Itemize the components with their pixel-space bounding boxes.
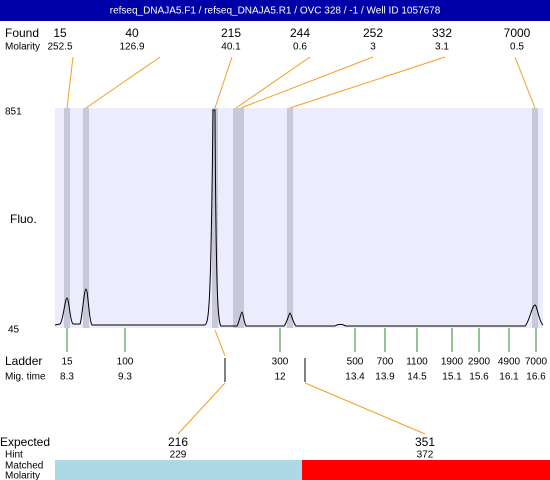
found-size: 252	[363, 26, 383, 40]
expected-hint: 372	[417, 450, 434, 461]
ladder-size: 700	[377, 357, 394, 368]
ladder-time: 15.1	[442, 372, 462, 383]
ladder-time: 14.5	[407, 372, 427, 383]
connector	[304, 382, 426, 435]
ladder-size: 1900	[441, 357, 464, 368]
peak-connector	[289, 56, 446, 109]
ladder-size: 300	[272, 357, 289, 368]
connector	[177, 382, 226, 435]
found-label: Found	[5, 26, 39, 40]
row-label: Expected	[0, 435, 50, 449]
peak-connector	[240, 56, 374, 109]
found-size: 15	[53, 26, 67, 40]
found-molarity: 3	[370, 42, 376, 53]
ladder-size: 7000	[525, 357, 548, 368]
peak-band	[83, 108, 89, 328]
matched-bg	[55, 460, 302, 480]
peak-connector	[235, 56, 311, 109]
ladder-size: 1100	[406, 357, 428, 368]
ladder-size: 500	[347, 357, 364, 368]
ladder-size: 4900	[498, 357, 521, 368]
trace	[54, 109, 544, 327]
ladder-size: 100	[117, 357, 134, 368]
peak-band	[287, 108, 293, 328]
title-bar	[0, 0, 550, 21]
ladder-time: 16.1	[499, 372, 519, 383]
time-label: Mig. time	[5, 372, 46, 383]
found-size: 332	[432, 26, 452, 40]
expected-expected: 351	[415, 435, 435, 449]
found-size: 244	[290, 26, 310, 40]
molarity-label: Molarity	[5, 42, 40, 53]
ladder-time: 12	[274, 372, 286, 383]
found-molarity: 126.9	[119, 42, 144, 53]
peak-band	[532, 108, 538, 328]
expected-expected: 216	[168, 435, 188, 449]
found-size: 40	[125, 26, 139, 40]
ladder-size: 2900	[468, 357, 491, 368]
found-molarity: 0.5	[510, 42, 524, 53]
found-molarity: 252.5	[47, 42, 72, 53]
peak-band	[233, 108, 239, 328]
y-label: Fluo.	[10, 212, 37, 226]
row-label: Matched	[5, 461, 43, 472]
ladder-time: 13.9	[375, 372, 395, 383]
y-max: 851	[5, 107, 22, 118]
peak-band	[212, 108, 218, 328]
y-min: 45	[8, 325, 20, 336]
peak-band	[64, 108, 70, 328]
expected-hint: 229	[170, 450, 187, 461]
plot-area	[55, 108, 543, 328]
found-size: 7000	[504, 26, 531, 40]
ladder-label: Ladder	[5, 354, 42, 368]
ladder-time: 9.3	[118, 372, 132, 383]
peak-connector	[214, 56, 233, 109]
ladder-time: 15.6	[469, 372, 489, 383]
found-molarity: 40.1	[221, 42, 241, 53]
peak-connector	[85, 56, 161, 109]
found-molarity: 3.1	[435, 42, 449, 53]
connector	[214, 329, 226, 357]
peak-band	[238, 108, 244, 328]
unmatched-bg	[302, 460, 550, 480]
peak-connector	[66, 56, 74, 109]
row-label: Molarity	[5, 471, 40, 480]
found-molarity: 0.6	[293, 42, 307, 53]
title: refseq_DNAJA5.F1 / refseq_DNAJA5.R1 / OV…	[110, 6, 441, 17]
peak-connector	[514, 56, 536, 109]
row-label: Hint	[5, 450, 23, 461]
ladder-size: 15	[61, 357, 73, 368]
ladder-time: 8.3	[60, 372, 74, 383]
found-size: 215	[221, 26, 241, 40]
ladder-time: 16.6	[526, 372, 546, 383]
ladder-time: 13.4	[345, 372, 365, 383]
